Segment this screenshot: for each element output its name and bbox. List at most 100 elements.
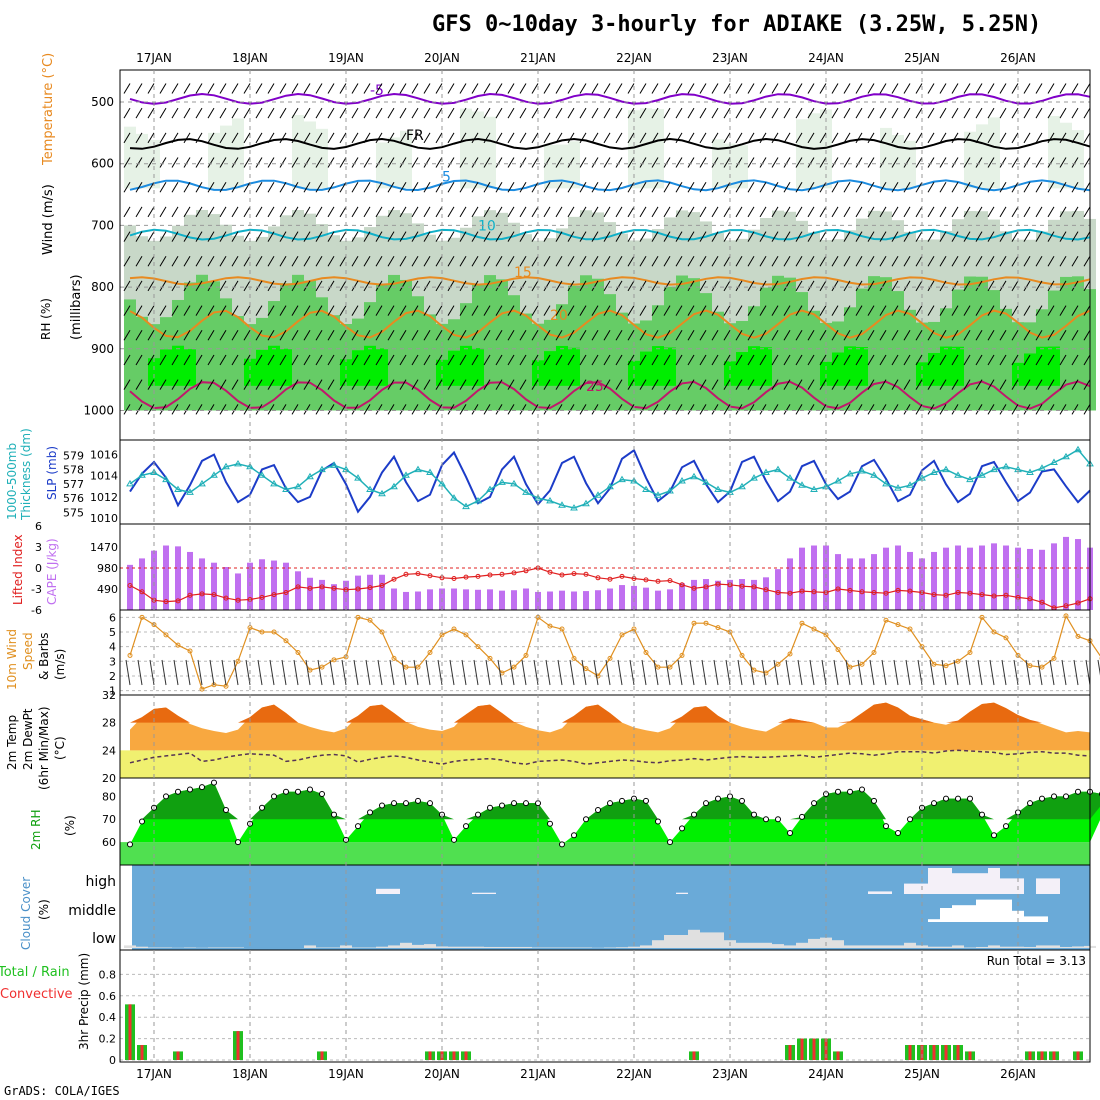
rh-cell xyxy=(1060,122,1072,189)
wind-barb xyxy=(771,305,779,316)
wind-speed-point xyxy=(583,666,589,672)
wind-barb-10m xyxy=(1097,659,1100,676)
rh-cell xyxy=(352,144,364,189)
wind-barb xyxy=(867,181,875,193)
thickness-point xyxy=(318,465,326,473)
wind-barb xyxy=(951,379,959,390)
wind-barb xyxy=(195,255,203,267)
wind-barb xyxy=(315,330,323,341)
rh-cell xyxy=(940,346,952,386)
wind-barb xyxy=(747,107,755,119)
wind-barb xyxy=(399,280,407,292)
wind-barb xyxy=(207,305,215,316)
precip-conv-bar xyxy=(464,1051,468,1060)
wind-barb xyxy=(183,132,191,144)
wind-barb xyxy=(195,231,203,242)
wind-barb xyxy=(135,83,143,94)
wind-barb-10m xyxy=(341,659,347,686)
wind-barb xyxy=(891,305,899,316)
thickness-point xyxy=(246,462,254,470)
wind-barb xyxy=(339,107,347,119)
rh-cell xyxy=(604,294,616,411)
cloud-high-bar xyxy=(940,868,952,894)
wind-barb xyxy=(315,404,323,415)
wind-barb xyxy=(291,330,299,341)
wind-barb xyxy=(699,83,707,94)
wind-barb xyxy=(1083,157,1091,168)
cloud-middle-bar xyxy=(952,905,964,922)
date-label-top: 22JAN xyxy=(616,51,652,65)
precip-conv-bar xyxy=(452,1051,456,1060)
wind-barb-10m xyxy=(725,659,731,686)
axis-label: 2m RH xyxy=(29,810,43,851)
wind-barb xyxy=(759,157,767,168)
wind-barb xyxy=(903,107,911,119)
wind-barb xyxy=(1011,132,1019,144)
date-label-bottom: 26JAN xyxy=(1000,1067,1036,1081)
wind-barb xyxy=(699,231,707,242)
thickness-point xyxy=(906,481,914,488)
rh2m-point xyxy=(883,823,889,830)
cloud-low-bar xyxy=(964,947,976,948)
rh-cell xyxy=(472,111,484,189)
wind-barb xyxy=(1023,379,1031,390)
isotherm-line xyxy=(129,179,1091,192)
wind-barb xyxy=(195,305,203,316)
wind-barb xyxy=(507,206,515,218)
rh2m-point xyxy=(1063,793,1069,800)
cape-bar xyxy=(487,589,493,610)
wind-barb xyxy=(519,83,527,94)
wind-barb xyxy=(927,280,935,292)
wind-barb xyxy=(915,255,923,267)
wind-barb xyxy=(939,255,947,267)
wind-barb xyxy=(543,231,551,242)
wind-barb xyxy=(915,231,923,242)
wind-barb xyxy=(879,132,887,144)
cape-bar xyxy=(1075,539,1081,610)
wind-barb xyxy=(651,330,659,341)
rh2m-point xyxy=(703,800,709,807)
wind-speed-point xyxy=(487,655,493,661)
wind-barb xyxy=(339,181,347,193)
wind-barb xyxy=(231,157,239,168)
date-label-top: 19JAN xyxy=(328,51,364,65)
wind-barb xyxy=(567,255,575,267)
wind-barb xyxy=(939,83,947,94)
thickness-point xyxy=(186,488,194,495)
axis-label: CAPE (J/kg) xyxy=(45,538,59,605)
wind-barb-10m xyxy=(533,659,539,686)
wind-barb xyxy=(615,206,623,218)
cloud-low-bar xyxy=(844,945,856,948)
wind-barb xyxy=(963,206,971,218)
wind-barb xyxy=(579,231,587,242)
rh2m-point xyxy=(211,779,217,786)
cape-bar xyxy=(1051,543,1057,610)
wind-barb xyxy=(579,280,587,292)
tick-label: 578 xyxy=(63,464,84,477)
isotherm-label: 10 xyxy=(478,219,496,235)
wind-barb xyxy=(603,231,611,242)
wind-barb xyxy=(1023,280,1031,292)
precip-conv-bar xyxy=(128,1004,132,1060)
wind-barb xyxy=(399,354,407,366)
tick-label: 0 xyxy=(35,562,42,575)
wind-barb xyxy=(555,83,563,94)
cloud-low-bar xyxy=(424,944,436,948)
wind-barb xyxy=(495,132,503,144)
wind-barb xyxy=(747,404,755,415)
tick-label: 575 xyxy=(63,506,84,519)
tick-label: 20 xyxy=(102,772,116,785)
wind-barb xyxy=(279,132,287,144)
wind-barb xyxy=(243,157,251,168)
wind-barb xyxy=(447,305,455,316)
wind-barb xyxy=(711,280,719,292)
wind-barb xyxy=(975,206,983,218)
wind-barb xyxy=(915,206,923,218)
rh-cell xyxy=(820,109,832,189)
wind-barb xyxy=(783,255,791,267)
wind-barb xyxy=(675,132,683,144)
li-point xyxy=(391,576,397,582)
wind-barb xyxy=(795,231,803,242)
wind-barb xyxy=(891,255,899,267)
rh2m-point xyxy=(235,839,241,846)
